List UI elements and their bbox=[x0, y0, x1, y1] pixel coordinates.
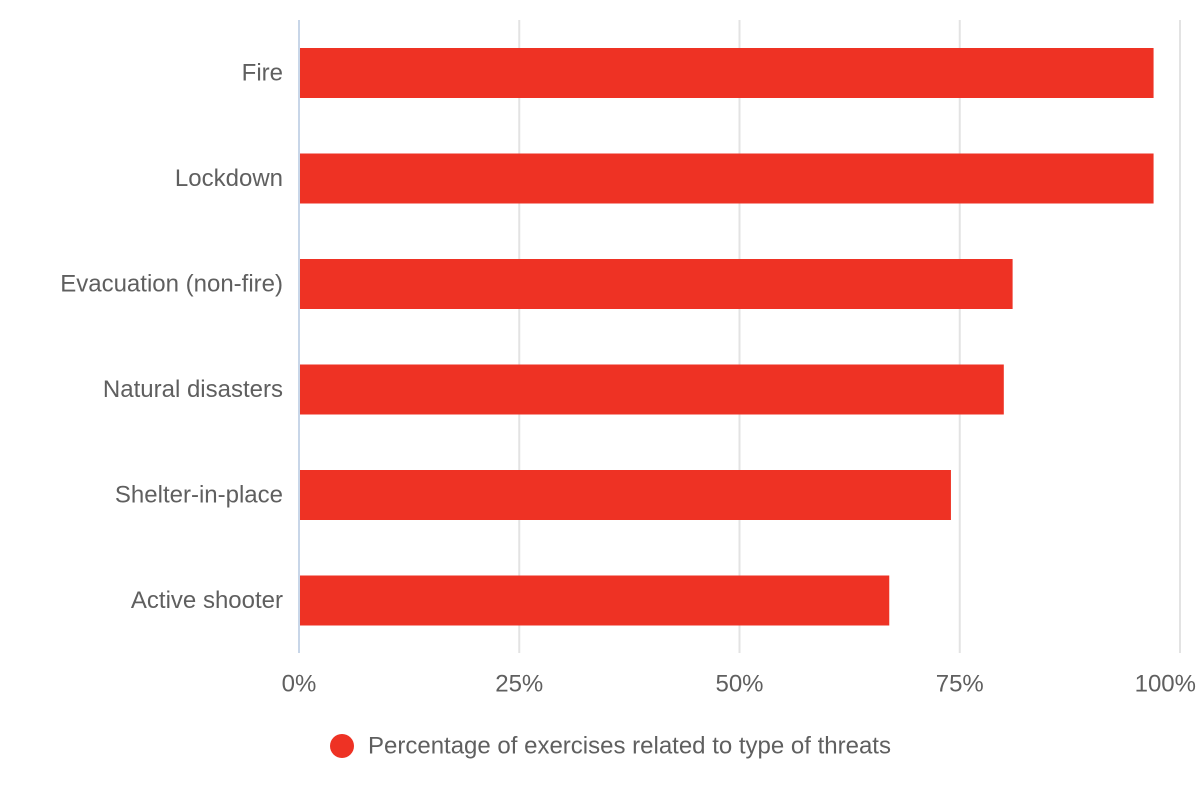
category-label-shelter-in-place: Shelter-in-place bbox=[115, 482, 283, 509]
category-label-natural-disasters: Natural disasters bbox=[103, 376, 283, 403]
bar-natural-disasters bbox=[300, 364, 1004, 415]
x-tick-label-25: 25% bbox=[495, 671, 543, 698]
gridlines bbox=[518, 20, 1181, 653]
category-label-lockdown: Lockdown bbox=[175, 165, 283, 192]
legend: Percentage of exercises related to type … bbox=[330, 733, 891, 760]
bar-shelter-in-place bbox=[300, 470, 951, 520]
bars bbox=[300, 48, 1154, 626]
category-label-evacuation-non-fire: Evacuation (non-fire) bbox=[60, 271, 283, 298]
legend-swatch bbox=[330, 734, 354, 758]
category-label-fire: Fire bbox=[242, 60, 283, 87]
bar-fire bbox=[300, 48, 1154, 98]
x-tick-label-100: 100% bbox=[1135, 671, 1196, 698]
category-label-active-shooter: Active shooter bbox=[131, 587, 283, 614]
x-tick-label-0: 0% bbox=[282, 671, 317, 698]
x-tick-label-75: 75% bbox=[936, 671, 984, 698]
legend-label: Percentage of exercises related to type … bbox=[368, 733, 891, 760]
category-labels: Fire Lockdown Evacuation (non-fire) Natural… bbox=[60, 60, 283, 615]
bar-lockdown bbox=[300, 153, 1154, 204]
bar-active-shooter bbox=[300, 575, 890, 626]
x-tick-label-50: 50% bbox=[715, 671, 763, 698]
bar-evacuation-non-fire bbox=[300, 259, 1013, 309]
x-tick-labels: 0% 25% 50% 75% 100% bbox=[282, 671, 1196, 698]
